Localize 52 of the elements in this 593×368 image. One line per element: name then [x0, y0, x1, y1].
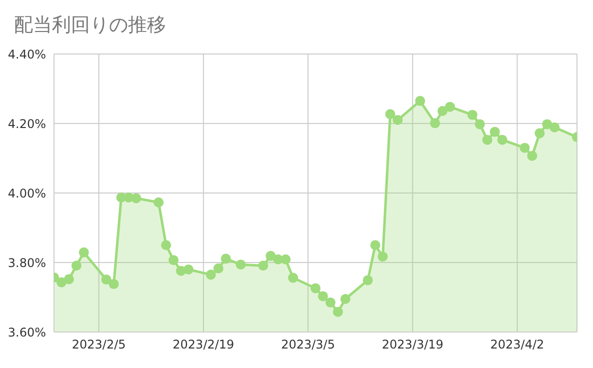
- point: [131, 193, 142, 204]
- point: [266, 250, 276, 261]
- point: [71, 260, 82, 271]
- x-tick-label: 2023/3/5: [281, 338, 335, 352]
- point: [325, 297, 336, 308]
- point: [534, 128, 545, 138]
- x-tick-label: 2023/3/19: [382, 338, 444, 352]
- point: [520, 142, 530, 153]
- point: [490, 126, 500, 137]
- point: [318, 291, 328, 302]
- y-tick-label: 3.80%: [8, 256, 46, 270]
- point: [213, 263, 224, 274]
- y-tick-label: 4.40%: [8, 47, 46, 62]
- point: [482, 134, 492, 145]
- point: [108, 279, 119, 290]
- point: [362, 275, 373, 286]
- x-tick-label: 2023/2/5: [72, 338, 126, 352]
- point: [527, 150, 538, 161]
- point: [168, 255, 179, 266]
- point: [236, 260, 246, 270]
- point: [438, 106, 448, 116]
- point: [64, 274, 74, 284]
- chart-title: 配当利回りの推移: [14, 13, 166, 38]
- point: [415, 96, 426, 106]
- point: [474, 119, 485, 130]
- point: [288, 272, 298, 283]
- y-tick-label: 4.20%: [8, 116, 46, 131]
- point: [161, 240, 172, 250]
- point: [497, 134, 508, 145]
- point: [78, 247, 89, 258]
- point: [340, 294, 350, 304]
- point: [280, 254, 291, 264]
- point: [370, 240, 380, 250]
- y-tick-label: 4.00%: [8, 186, 46, 200]
- point: [385, 109, 396, 120]
- point: [550, 122, 560, 132]
- point: [332, 306, 343, 317]
- point: [154, 197, 164, 208]
- x-tick-label: 2023/4/2: [490, 338, 544, 352]
- point: [378, 252, 388, 262]
- point: [258, 260, 268, 271]
- point: [430, 118, 440, 128]
- point: [444, 102, 455, 112]
- point: [183, 264, 194, 274]
- y-tick-label: 3.60%: [8, 325, 46, 340]
- x-tick-label: 2023/2/19: [172, 338, 234, 352]
- point: [206, 270, 216, 280]
- point: [220, 254, 231, 264]
- point: [392, 115, 403, 126]
- point: [310, 283, 320, 294]
- point: [467, 110, 478, 120]
- point: [101, 274, 112, 285]
